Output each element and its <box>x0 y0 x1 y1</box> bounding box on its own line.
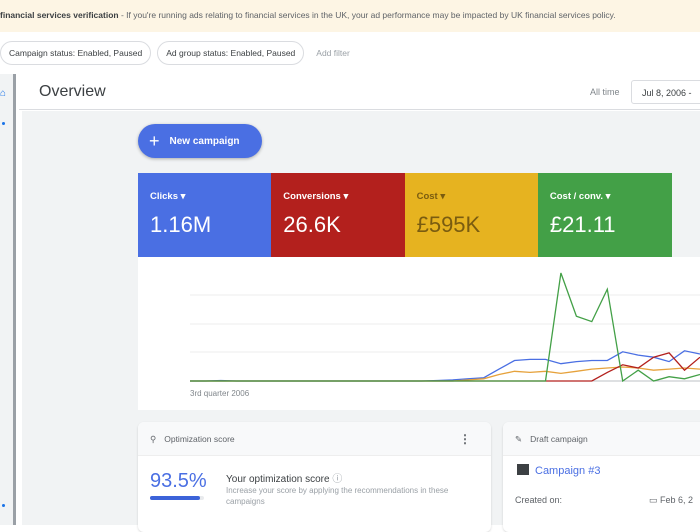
card-title: Draft campaign <box>530 434 588 444</box>
nav-dot-icon[interactable] <box>2 122 5 125</box>
metric-label[interactable]: Cost ▾ <box>417 191 539 202</box>
banner-text: - If you're running ads relating to fina… <box>118 10 616 20</box>
metric-label-text: Clicks <box>150 191 178 202</box>
new-campaign-button[interactable]: + New campaign <box>138 124 262 158</box>
created-label: Created on: <box>515 495 563 505</box>
metric-label[interactable]: Cost / conv. ▾ <box>550 191 672 202</box>
policy-banner: financial services verification - If you… <box>0 0 700 32</box>
page-header: Overview All time Jul 8, 2006 - <box>19 74 700 110</box>
campaign-name: Campaign #3 <box>535 465 601 477</box>
score-bar-fill <box>150 496 201 500</box>
card-title: Optimization score <box>164 434 235 444</box>
lightbulb-icon: ⚲ <box>150 434 157 444</box>
series-line-1 <box>190 366 700 382</box>
new-campaign-label: New campaign <box>169 135 240 147</box>
plus-icon: + <box>149 130 160 151</box>
metric-value: 1.16M <box>150 212 212 237</box>
help-icon[interactable]: ⓘ <box>332 474 343 485</box>
metric-card-3[interactable]: Cost / conv. ▾ £21.11 <box>537 173 672 257</box>
range-label: All time <box>590 87 620 97</box>
metric-label-text: Cost <box>416 191 438 202</box>
performance-chart: 3rd quarter 2006 <box>138 257 700 410</box>
banner-title: financial services verification <box>0 10 119 20</box>
score-heading: Your optimization score ⓘ <box>226 470 342 485</box>
dropdown-icon: ▾ <box>343 191 349 202</box>
metric-label-text: Conversions <box>283 191 341 202</box>
metric-value: £21.11 <box>549 212 616 237</box>
dropdown-icon: ▾ <box>605 191 611 202</box>
more-vert-icon[interactable]: ⋮ <box>459 432 471 446</box>
metric-label[interactable]: Conversions ▾ <box>283 191 405 202</box>
score-description: Increase your score by applying the reco… <box>226 486 449 506</box>
optimization-score-value: 93.5% <box>150 470 207 492</box>
dropdown-icon: ▾ <box>440 191 446 202</box>
metric-card-0[interactable]: Clicks ▾ 1.16M <box>138 173 272 257</box>
series-line-3 <box>190 272 700 383</box>
filter-bar: Campaign status: Enabled, Paused Ad grou… <box>0 40 350 66</box>
calendar-icon: ▭ <box>649 495 661 505</box>
metric-value: 26.6K <box>283 212 341 237</box>
page-title: Overview <box>39 83 106 100</box>
date-range-picker[interactable]: Jul 8, 2006 - <box>631 80 700 104</box>
nav-dot-icon[interactable] <box>2 504 5 507</box>
add-filter-link[interactable]: Add filter <box>316 48 350 58</box>
draft-campaign-link[interactable]: Campaign #3 <box>517 464 600 477</box>
dropdown-icon: ▾ <box>180 191 186 202</box>
created-date: Feb 6, 2 <box>660 495 694 505</box>
filter-chip-campaign-status[interactable]: Campaign status: Enabled, Paused <box>0 41 152 65</box>
sidebar: ⌂ <box>0 74 16 525</box>
filter-chip-ad-group-status[interactable]: Ad group status: Enabled, Paused <box>157 41 305 65</box>
campaign-icon <box>517 464 529 475</box>
metric-card-2[interactable]: Cost ▾ £595K <box>404 173 539 257</box>
optimization-score-card: ⚲ Optimization score ⋮ 93.5% Your optimiza… <box>138 422 491 532</box>
draft-campaign-card: ✎ Draft campaign Campaign #3 Created on: … <box>503 422 700 532</box>
metric-value: £595K <box>416 212 481 237</box>
home-icon[interactable]: ⌂ <box>0 88 7 99</box>
metric-card-1[interactable]: Conversions ▾ 26.6K <box>271 173 406 257</box>
series-line-0 <box>190 350 700 382</box>
score-heading-text: Your optimization score <box>226 474 330 485</box>
metric-label[interactable]: Clicks ▾ <box>150 191 272 202</box>
edit-note-icon: ✎ <box>515 434 523 444</box>
score-bar <box>150 496 204 500</box>
metric-label-text: Cost / conv. <box>549 191 604 202</box>
x-tick-label: 3rd quarter 2006 <box>190 389 250 398</box>
created-value: ▭ Feb 6, 2 <box>649 495 693 506</box>
chart-svg <box>190 272 700 383</box>
